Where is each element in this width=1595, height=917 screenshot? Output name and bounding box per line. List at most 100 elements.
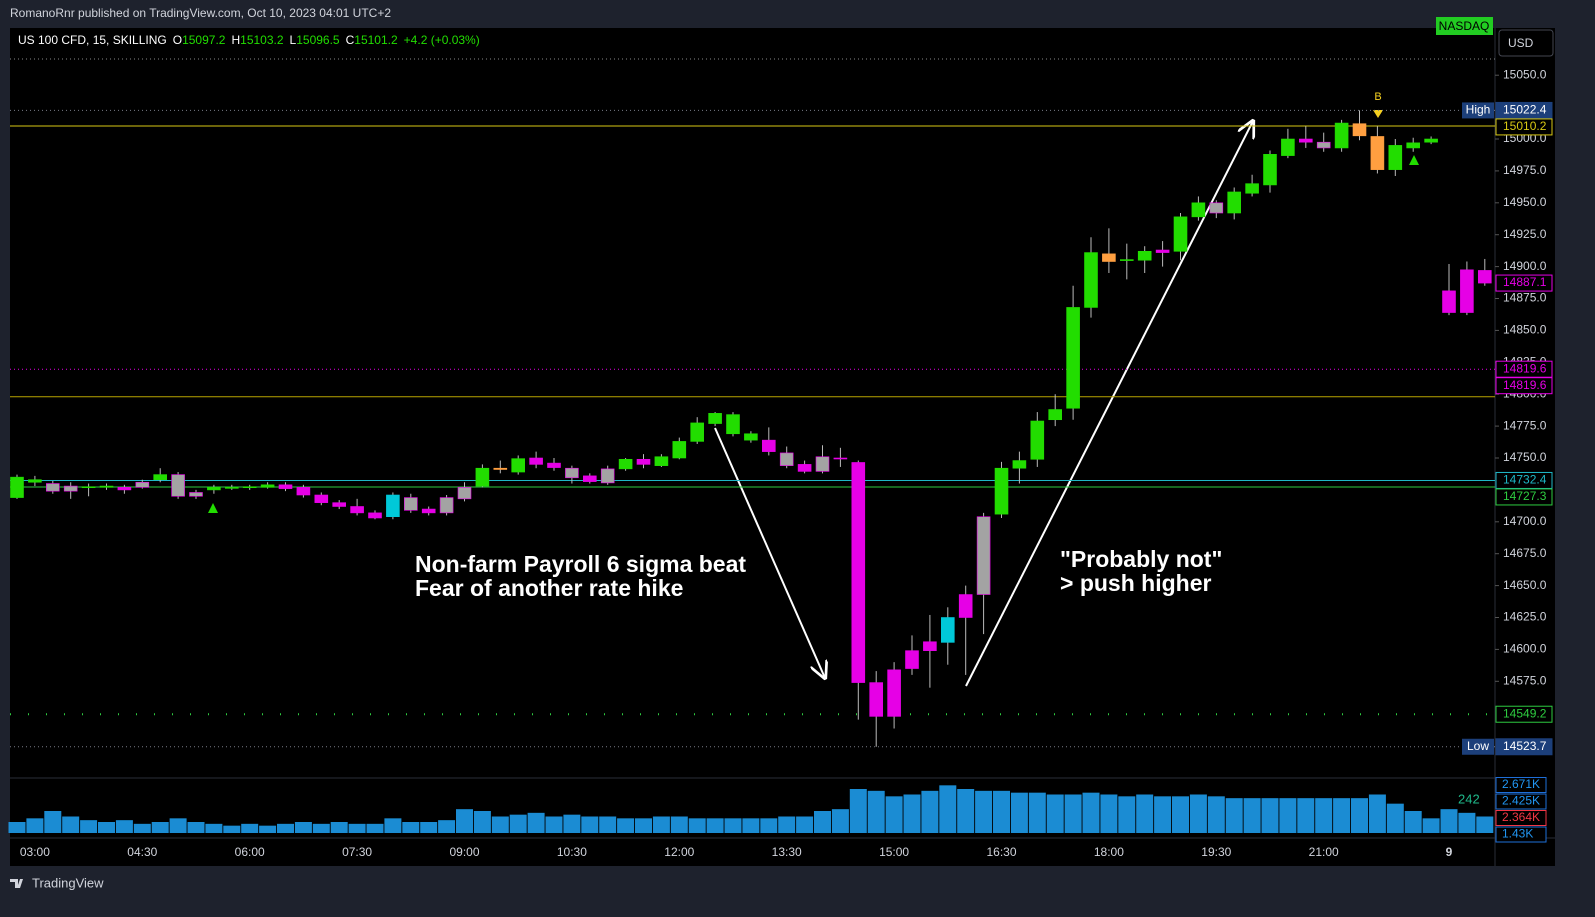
price-label: 14549.2 xyxy=(1503,706,1547,720)
volume-bar xyxy=(1404,811,1422,833)
candle-body xyxy=(153,474,167,480)
volume-bar xyxy=(402,822,420,833)
annotation: > push higher xyxy=(1060,570,1211,596)
x-tick-label: 12:00 xyxy=(664,845,694,859)
level-name-box xyxy=(1462,102,1494,119)
candle-body xyxy=(28,479,42,483)
currency-box[interactable] xyxy=(1498,29,1554,57)
candle-body xyxy=(189,492,203,497)
candle-body xyxy=(851,462,866,683)
y-tick-label: 14575.0 xyxy=(1503,673,1547,687)
volume-label-box xyxy=(1495,810,1547,826)
candle-body xyxy=(493,467,508,470)
volume-bar xyxy=(491,816,509,833)
candle-body xyxy=(672,441,687,459)
candle-body xyxy=(1352,123,1367,137)
volume-label: 2.364K xyxy=(1502,810,1540,824)
volume-bar xyxy=(617,818,635,833)
currency[interactable]: USD xyxy=(1508,36,1534,50)
candle-body xyxy=(171,474,185,497)
volume-bar xyxy=(921,790,939,833)
volume-label-box xyxy=(1495,826,1547,843)
change: +4.2 (+0.03%) xyxy=(404,33,480,47)
volume-bar xyxy=(1082,792,1100,833)
volume-bar xyxy=(1279,798,1297,833)
c-name: C xyxy=(346,33,355,47)
price-label: 14523.7 xyxy=(1503,739,1547,753)
candle-body xyxy=(1137,250,1152,261)
x-tick-label: 03:00 xyxy=(20,845,50,859)
volume-bar xyxy=(98,822,115,833)
volume-bar xyxy=(1476,816,1494,833)
y-tick-label: 14675.0 xyxy=(1503,546,1547,560)
volume-bar xyxy=(724,818,742,833)
candle-body xyxy=(350,506,364,514)
volume-bar xyxy=(259,825,277,833)
volume-label: 2.425K xyxy=(1502,794,1540,808)
price-label: 14727.3 xyxy=(1503,489,1547,503)
volume-bar xyxy=(1064,794,1082,833)
volume-bar xyxy=(635,818,652,833)
candle-body xyxy=(1030,420,1045,460)
signal-triangle xyxy=(1409,155,1419,165)
volume-bar xyxy=(8,822,26,833)
volume-bar xyxy=(44,811,62,833)
x-tick-label: 21:00 xyxy=(1309,845,1339,859)
candle-body xyxy=(654,456,669,466)
volume-bar xyxy=(867,790,885,833)
symbol-legend: US 100 CFD, 15, SKILLING O15097.2 H15103.2… xyxy=(18,33,480,47)
candle-body xyxy=(726,414,740,435)
x-tick-label: 16:30 xyxy=(986,845,1016,859)
candle-body xyxy=(207,487,221,491)
candle-body xyxy=(225,487,239,489)
candle-body xyxy=(1209,202,1224,214)
candle-body xyxy=(1012,460,1027,469)
candle-body xyxy=(332,502,347,507)
volume-bar xyxy=(151,822,169,833)
volume-bar xyxy=(993,790,1010,833)
volume-bar xyxy=(652,816,670,833)
y-tick-label: 14625.0 xyxy=(1503,610,1547,624)
volume-bar xyxy=(1458,812,1476,833)
annotation: "Probably not" xyxy=(1060,546,1222,572)
price-label-box xyxy=(1495,488,1553,506)
volume-bar xyxy=(1297,798,1315,833)
candle-body xyxy=(940,617,955,643)
y-tick-label: 14975.0 xyxy=(1503,163,1547,177)
y-tick-label: 14875.0 xyxy=(1503,291,1547,305)
candle-body xyxy=(1370,136,1385,170)
h-value: 15103.2 xyxy=(240,33,284,47)
indicator-value: 242 xyxy=(1458,791,1480,806)
candle-body xyxy=(242,486,257,489)
volume-bar xyxy=(563,814,581,833)
volume-bar xyxy=(1440,809,1458,833)
candle-body xyxy=(547,462,561,468)
volume-label-box xyxy=(1495,777,1547,793)
price-label-box xyxy=(1495,738,1553,756)
volume-bar xyxy=(527,812,545,833)
candle-body xyxy=(600,468,615,484)
y-tick-label: 14925.0 xyxy=(1503,227,1547,241)
volume-bar xyxy=(796,816,814,833)
candle-body xyxy=(296,487,311,496)
price-label: 15010.2 xyxy=(1503,119,1547,133)
chart-background xyxy=(10,28,1555,866)
price-label: 14819.6 xyxy=(1503,378,1547,392)
volume-bar xyxy=(187,822,205,833)
x-tick-label: 18:00 xyxy=(1094,845,1124,859)
x-tick-label: 13:30 xyxy=(772,845,802,859)
candle-body xyxy=(135,481,150,488)
signal-triangle xyxy=(208,503,218,513)
candle-body xyxy=(1334,122,1349,149)
candle-body xyxy=(439,497,454,514)
volume-bar xyxy=(1028,792,1046,833)
candle-body xyxy=(1263,154,1277,186)
level-name-box xyxy=(1462,738,1494,755)
arrow-down xyxy=(714,427,825,678)
candle-body xyxy=(869,682,884,717)
candle-body xyxy=(421,508,436,514)
candle-body xyxy=(1388,145,1403,170)
volume-bar xyxy=(1189,794,1207,833)
volume-bar xyxy=(456,809,473,833)
